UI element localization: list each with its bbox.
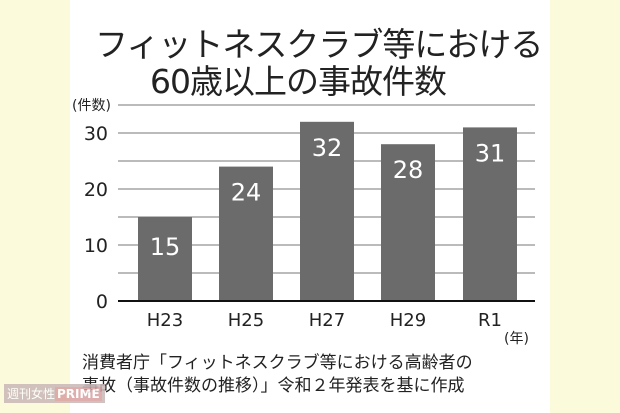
y-tick-label: 0 [96,291,108,313]
chart-subtitle: 60歳以上の事故件数 [150,62,447,101]
y-axis-label: (件数) [72,98,111,114]
y-tick-label: 20 [84,179,108,201]
bar-H29 [381,144,435,301]
y-tick-label: 30 [84,123,108,145]
data-label: 15 [150,233,181,261]
bar-H27 [300,121,354,301]
bar-H23 [138,217,192,301]
x-tick-label: H25 [228,310,264,331]
source-line-1: 消費者庁「フィットネスクラブ等における高齢者の [82,353,473,373]
data-label: 31 [475,139,506,167]
x-tick-label: R1 [478,310,502,331]
x-tick-label: H27 [309,310,345,331]
data-label: 28 [393,156,424,184]
x-tick-label: H29 [390,310,426,331]
bar-H25 [219,166,273,301]
bar-R1 [463,127,517,302]
chart-title: フィットネスクラブ等における [95,25,543,64]
x-axis-label: (年) [504,331,529,347]
watermark-text: 週刊女性 [7,387,56,401]
data-label: 24 [231,179,262,207]
y-tick-label: 10 [84,235,108,257]
x-tick-label: H23 [147,310,183,331]
watermark-brand: PRIME [55,387,102,401]
watermark-logo: 週刊女性 PRIME [4,384,105,403]
source-line-2: 事故（事故件数の推移）」令和２年発表を基に作成 [82,376,465,396]
data-label: 32 [312,134,343,162]
